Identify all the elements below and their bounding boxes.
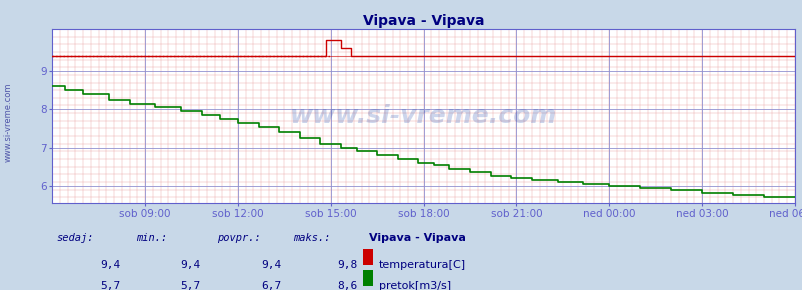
Text: sedaj:: sedaj: [56, 233, 94, 243]
Text: 8,6: 8,6 [337, 281, 357, 290]
Text: 9,8: 9,8 [337, 260, 357, 269]
Text: min.:: min.: [136, 233, 168, 243]
Text: pretok[m3/s]: pretok[m3/s] [379, 281, 451, 290]
Text: 6,7: 6,7 [261, 281, 281, 290]
Text: 5,7: 5,7 [180, 281, 200, 290]
Text: 9,4: 9,4 [180, 260, 200, 269]
Text: 9,4: 9,4 [100, 260, 120, 269]
Text: Vipava - Vipava: Vipava - Vipava [369, 233, 466, 243]
Text: povpr.:: povpr.: [217, 233, 260, 243]
Title: Vipava - Vipava: Vipava - Vipava [363, 14, 484, 28]
Text: 5,7: 5,7 [100, 281, 120, 290]
Text: www.si-vreme.com: www.si-vreme.com [3, 82, 13, 162]
Text: 9,4: 9,4 [261, 260, 281, 269]
Text: temperatura[C]: temperatura[C] [379, 260, 465, 269]
Text: maks.:: maks.: [293, 233, 330, 243]
Text: www.si-vreme.com: www.si-vreme.com [290, 104, 557, 128]
